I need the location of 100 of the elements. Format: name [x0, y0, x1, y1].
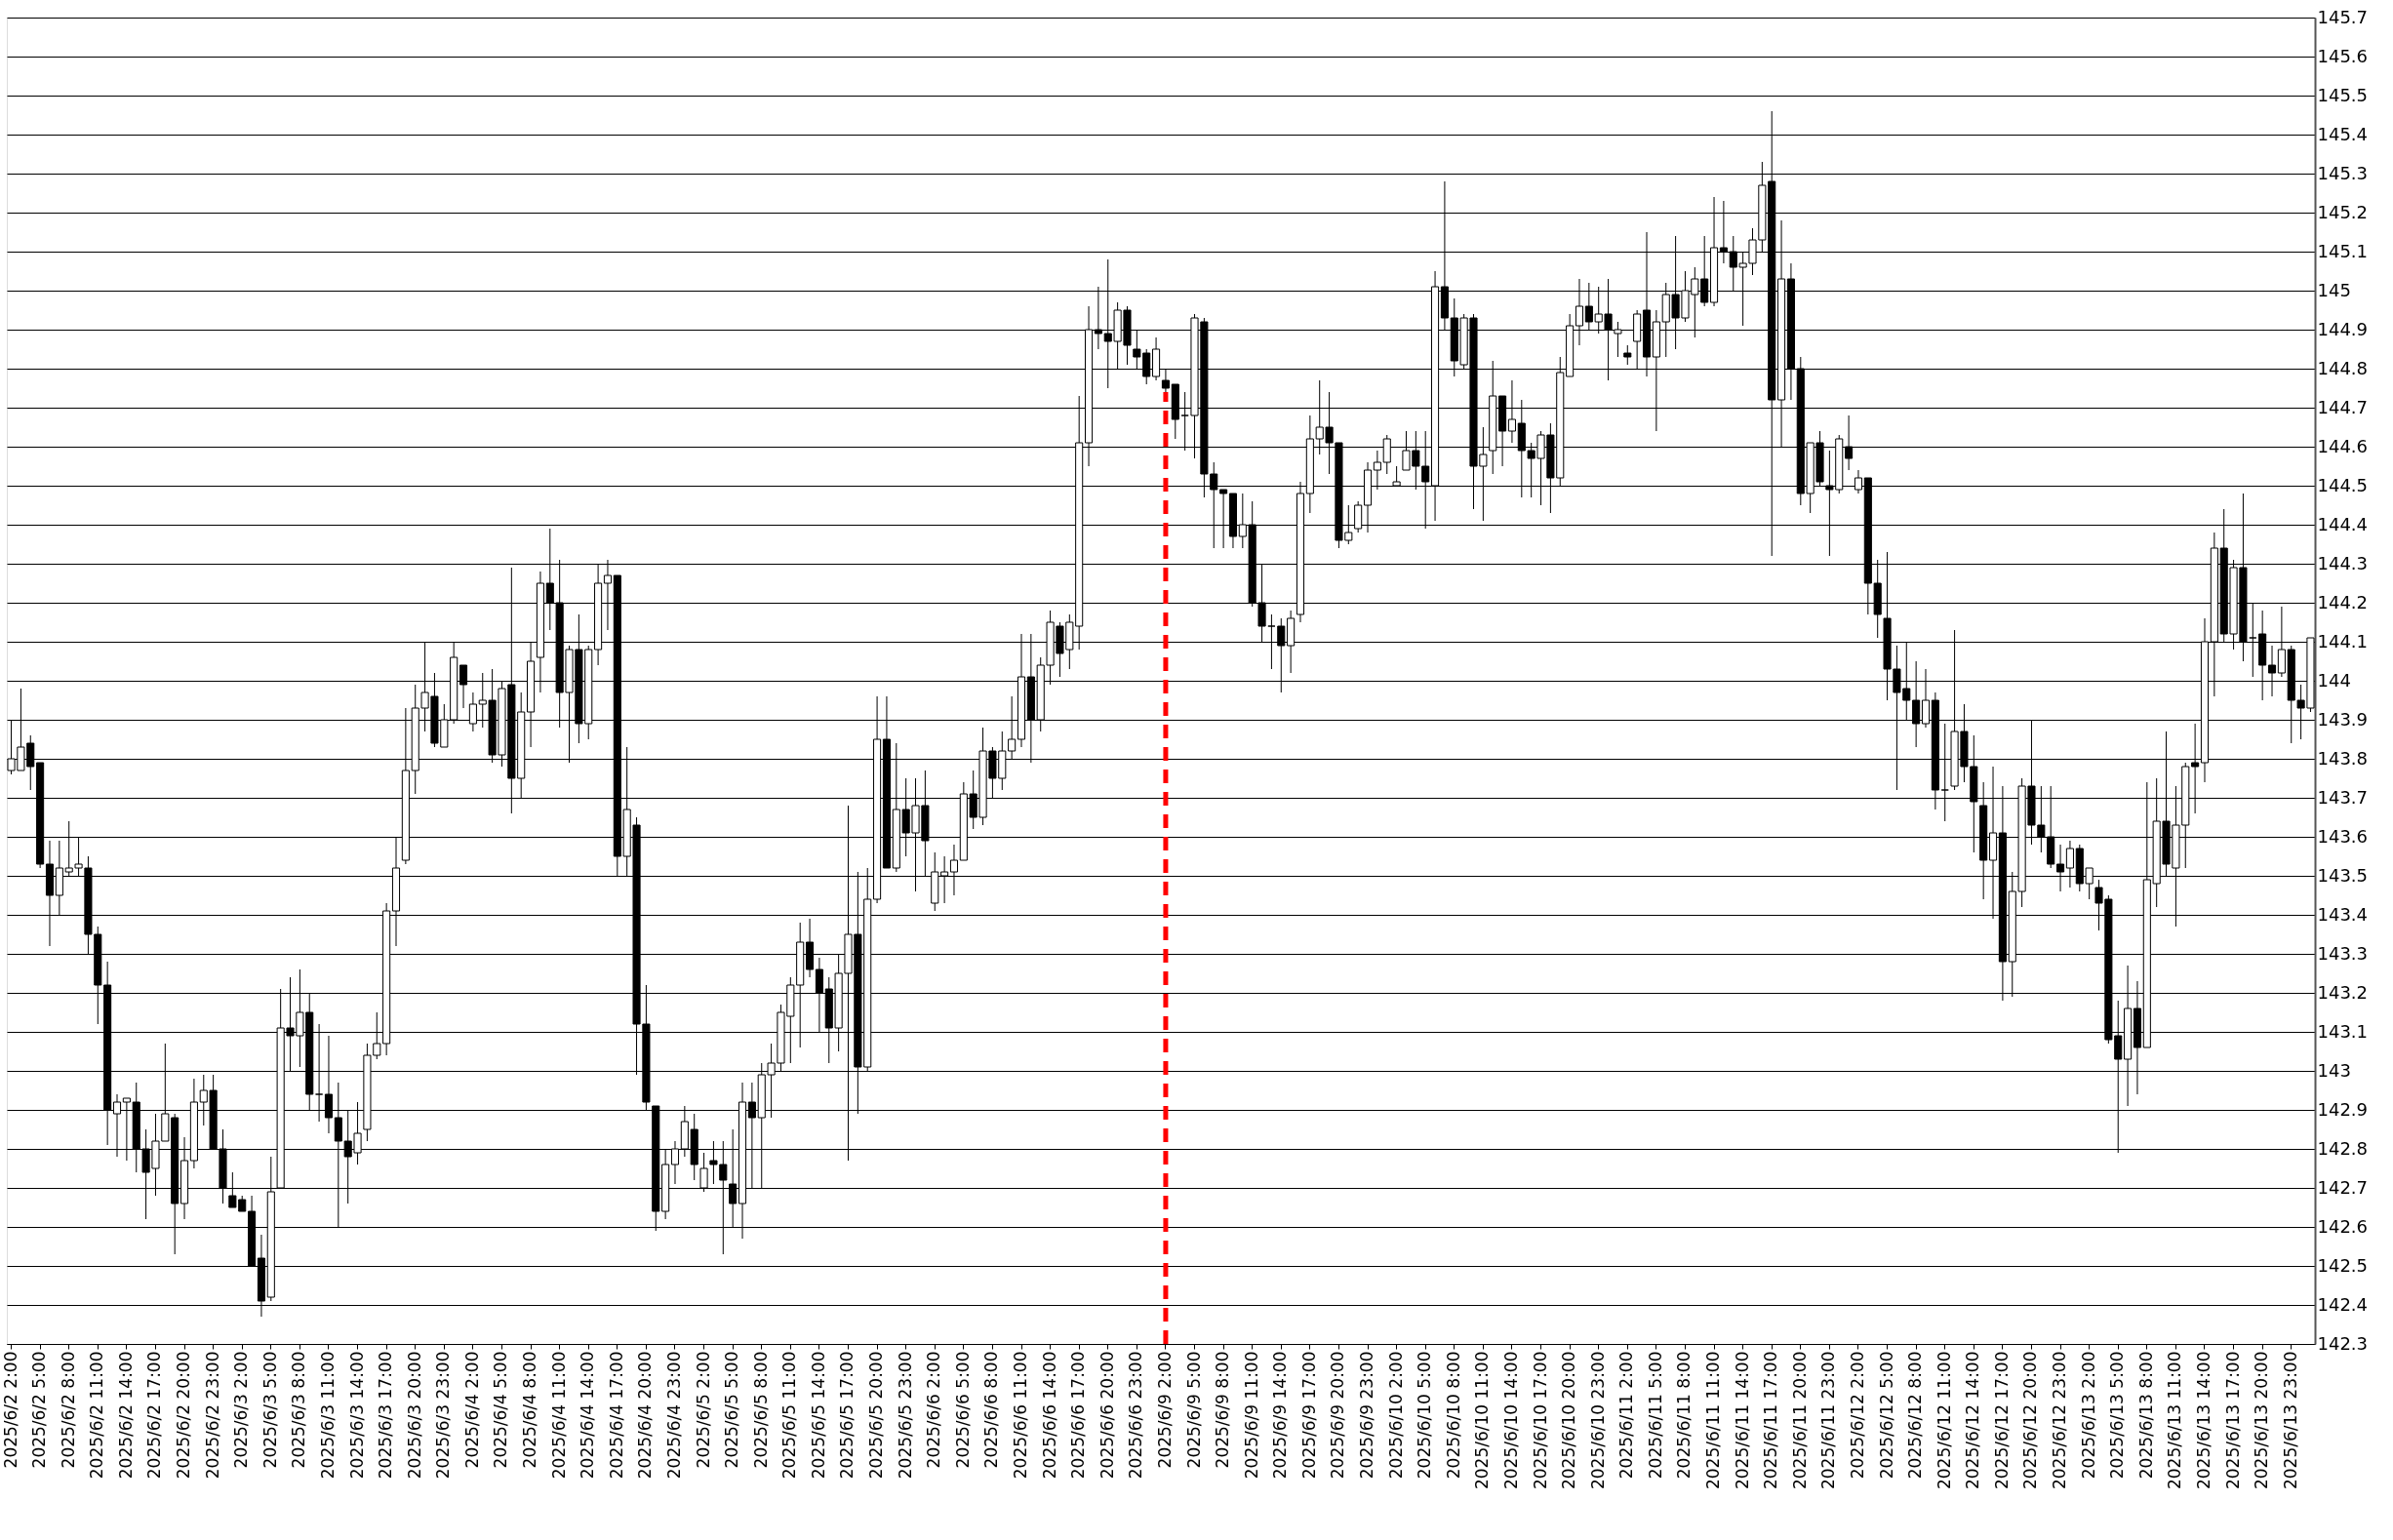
- y-tick-label: 142.6: [2317, 1215, 2369, 1237]
- y-tick-label: 145.4: [2317, 123, 2369, 144]
- y-tick-label: 145.2: [2317, 201, 2369, 222]
- x-tick-label: 2025/6/12 20:00: [2020, 1351, 2041, 1490]
- x-tick-label: 2025/6/10 8:00: [1443, 1351, 1463, 1480]
- y-tick-label: 142.4: [2317, 1293, 2369, 1315]
- y-tick-label: 143.3: [2317, 942, 2369, 964]
- x-tick-label: 2025/6/13 23:00: [2280, 1351, 2300, 1490]
- x-tick-label: 2025/6/4 14:00: [578, 1351, 598, 1480]
- x-tick-label: 2025/6/10 5:00: [1415, 1351, 1435, 1480]
- x-tick-label: 2025/6/3 2:00: [231, 1351, 252, 1469]
- x-tick-label: 2025/6/10 20:00: [1559, 1351, 1579, 1490]
- x-tick-label: 2025/6/9 17:00: [1298, 1351, 1319, 1480]
- x-tick-label: 2025/6/9 14:00: [1270, 1351, 1291, 1480]
- x-tick-label: 2025/6/5 11:00: [779, 1351, 800, 1480]
- x-tick-label: 2025/6/10 23:00: [1587, 1351, 1608, 1490]
- x-tick-label: 2025/6/10 2:00: [1385, 1351, 1406, 1480]
- x-tick-label: 2025/6/4 8:00: [520, 1351, 540, 1469]
- y-tick-label: 144: [2317, 669, 2351, 691]
- y-tick-label: 145.3: [2317, 162, 2369, 183]
- y-tick-label: 143.2: [2317, 981, 2369, 1003]
- x-tick-label: 2025/6/2 8:00: [58, 1351, 78, 1469]
- x-tick-label: 2025/6/10 17:00: [1530, 1351, 1550, 1490]
- x-tick-label: 2025/6/3 14:00: [346, 1351, 367, 1480]
- y-tick-label: 145.6: [2317, 45, 2369, 66]
- x-tick-label: 2025/6/3 8:00: [289, 1351, 309, 1469]
- y-tick-label: 142.3: [2317, 1332, 2369, 1354]
- x-tick-label: 2025/6/3 5:00: [259, 1351, 280, 1469]
- x-tick-label: 2025/6/10 11:00: [1472, 1351, 1493, 1490]
- x-tick-label: 2025/6/13 8:00: [2135, 1351, 2156, 1480]
- x-tick-label: 2025/6/2 11:00: [87, 1351, 107, 1480]
- y-tick-label: 142.8: [2317, 1137, 2369, 1159]
- x-tick-label: 2025/6/4 20:00: [635, 1351, 656, 1480]
- x-tick-label: 2025/6/13 14:00: [2193, 1351, 2214, 1490]
- x-tick-label: 2025/6/13 11:00: [2165, 1351, 2185, 1490]
- x-tick-label: 2025/6/5 23:00: [895, 1351, 915, 1480]
- x-tick-label: 2025/6/4 17:00: [606, 1351, 626, 1480]
- y-tick-label: 144.2: [2317, 591, 2369, 612]
- x-tick-label: 2025/6/3 20:00: [404, 1351, 424, 1480]
- x-tick-label: 2025/6/4 2:00: [461, 1351, 482, 1469]
- x-tick-label: 2025/6/11 20:00: [1789, 1351, 1810, 1490]
- y-tick-label: 142.5: [2317, 1254, 2369, 1276]
- x-tick-label: 2025/6/10 14:00: [1500, 1351, 1521, 1490]
- x-tick-label: 2025/6/9 23:00: [1357, 1351, 1377, 1480]
- x-tick-label: 2025/6/6 8:00: [981, 1351, 1002, 1469]
- x-tick-label: 2025/6/6 17:00: [1068, 1351, 1089, 1480]
- x-tick-label: 2025/6/2 17:00: [144, 1351, 165, 1480]
- y-tick-label: 144.5: [2317, 474, 2369, 495]
- y-tick-label: 144.9: [2317, 318, 2369, 339]
- x-tick-label: 2025/6/11 2:00: [1616, 1351, 1637, 1480]
- x-tick-label: 2025/6/13 17:00: [2222, 1351, 2243, 1490]
- x-tick-label: 2025/6/2 14:00: [115, 1351, 136, 1480]
- y-tick-label: 145: [2317, 279, 2351, 300]
- y-tick-label: 142.7: [2317, 1176, 2369, 1198]
- x-tick-label: 2025/6/5 8:00: [750, 1351, 771, 1469]
- x-tick-label: 2025/6/13 5:00: [2107, 1351, 2128, 1480]
- x-tick-label: 2025/6/9 20:00: [1328, 1351, 1348, 1480]
- x-tick-label: 2025/6/4 5:00: [491, 1351, 511, 1469]
- y-tick-label: 143.8: [2317, 747, 2369, 769]
- x-tick-label: 2025/6/11 23:00: [1818, 1351, 1839, 1490]
- y-tick-label: 144.7: [2317, 396, 2369, 417]
- x-tick-label: 2025/6/12 11:00: [1934, 1351, 1954, 1490]
- x-tick-label: 2025/6/11 8:00: [1674, 1351, 1695, 1480]
- x-tick-label: 2025/6/11 14:00: [1732, 1351, 1752, 1490]
- x-tick-label: 2025/6/13 20:00: [2252, 1351, 2272, 1490]
- y-tick-label: 143.6: [2317, 825, 2369, 847]
- x-tick-label: 2025/6/6 5:00: [952, 1351, 973, 1469]
- x-tick-label: 2025/6/2 23:00: [202, 1351, 222, 1480]
- x-tick-label: 2025/6/9 2:00: [1154, 1351, 1175, 1469]
- x-tick-label: 2025/6/12 23:00: [2050, 1351, 2070, 1490]
- x-tick-label: 2025/6/6 2:00: [924, 1351, 944, 1469]
- x-tick-label: 2025/6/5 14:00: [808, 1351, 828, 1480]
- y-tick-label: 144.3: [2317, 552, 2369, 573]
- y-tick-label: 144.8: [2317, 357, 2369, 378]
- x-tick-label: 2025/6/12 5:00: [1876, 1351, 1896, 1480]
- x-tick-label: 2025/6/2 2:00: [0, 1351, 20, 1469]
- x-tick-label: 2025/6/5 17:00: [837, 1351, 857, 1480]
- x-tick-label: 2025/6/11 5:00: [1645, 1351, 1665, 1480]
- x-tick-label: 2025/6/9 5:00: [1183, 1351, 1204, 1469]
- x-tick-label: 2025/6/12 8:00: [1905, 1351, 1926, 1480]
- x-tick-label: 2025/6/12 17:00: [1991, 1351, 2012, 1490]
- y-tick-label: 145.7: [2317, 6, 2369, 27]
- x-tick-label: 2025/6/11 11:00: [1703, 1351, 1724, 1490]
- y-tick-label: 143.4: [2317, 903, 2369, 925]
- x-tick-label: 2025/6/2 5:00: [29, 1351, 50, 1469]
- y-tick-label: 144.1: [2317, 630, 2369, 652]
- y-tick-label: 143: [2317, 1059, 2351, 1081]
- x-tick-label: 2025/6/9 8:00: [1213, 1351, 1233, 1469]
- x-tick-label: 2025/6/6 14:00: [1039, 1351, 1059, 1480]
- candlestick: [1623, 344, 1632, 366]
- x-tick-label: 2025/6/6 11:00: [1011, 1351, 1031, 1480]
- y-tick-label: 143.7: [2317, 786, 2369, 808]
- x-tick-label: 2025/6/4 23:00: [663, 1351, 684, 1480]
- y-tick-label: 143.9: [2317, 708, 2369, 730]
- x-tick-label: 2025/6/5 2:00: [693, 1351, 713, 1469]
- y-tick-label: 144.6: [2317, 435, 2369, 456]
- x-tick-label: 2025/6/9 11:00: [1241, 1351, 1261, 1480]
- x-tick-label: 2025/6/13 2:00: [2078, 1351, 2098, 1480]
- y-tick-label: 143.1: [2317, 1020, 2369, 1042]
- y-tick-label: 144.4: [2317, 513, 2369, 534]
